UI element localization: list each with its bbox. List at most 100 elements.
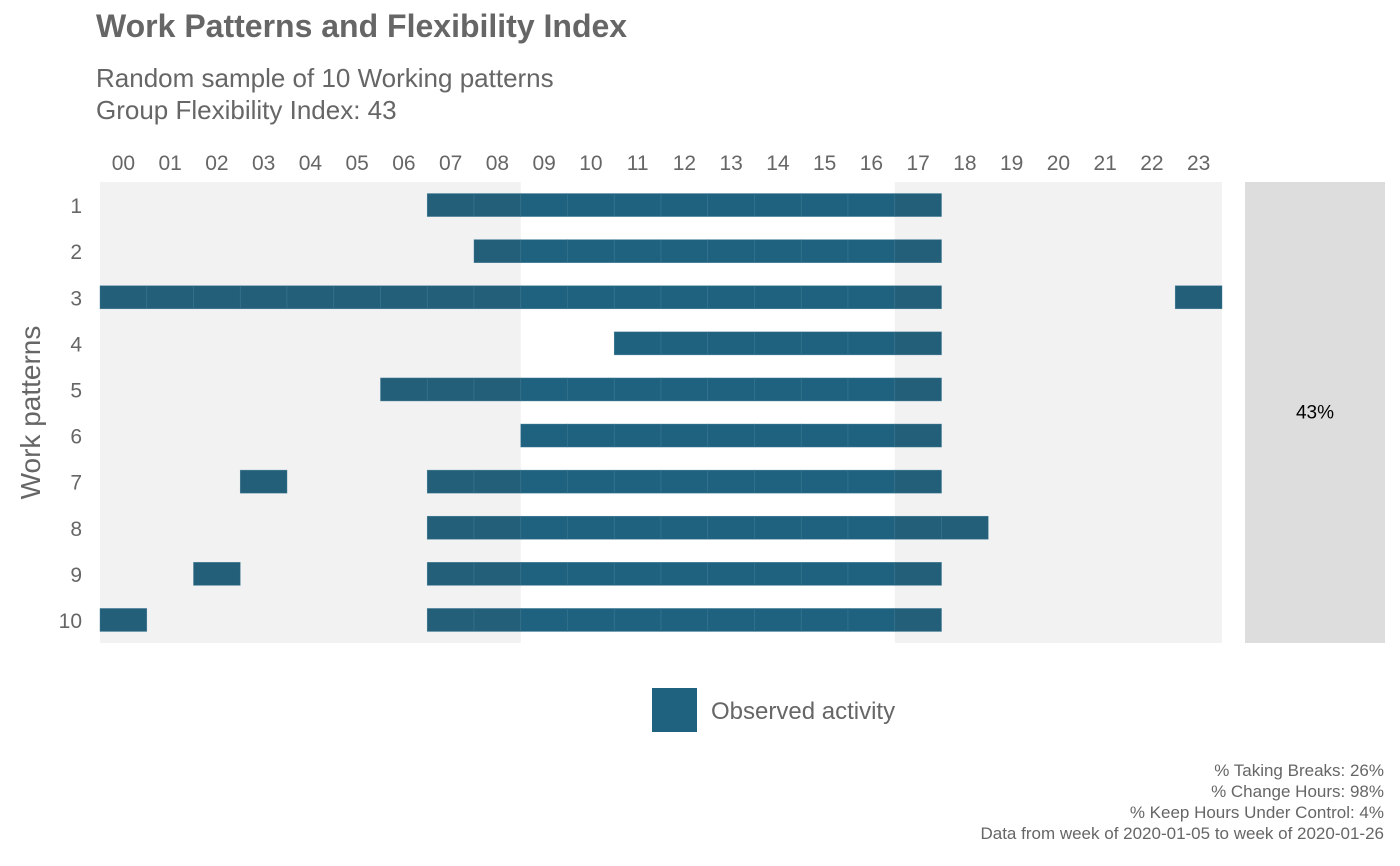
- offhours-bg-late: [894, 182, 1222, 643]
- x-tick-label-12: 12: [673, 152, 696, 175]
- activity-cell-p1-h8: [473, 193, 522, 217]
- activity-cell-p7-h17: [894, 469, 942, 494]
- activity-cell-p7-h12: [660, 469, 709, 494]
- activity-cell-p3-h1: [146, 285, 194, 310]
- activity-cell-p6-h17: [894, 423, 942, 448]
- activity-cell-p1-h10: [567, 193, 615, 217]
- activity-cell-p3-h2: [193, 285, 241, 310]
- y-tick-label-10: 10: [59, 610, 82, 633]
- x-tick-label-15: 15: [813, 152, 836, 175]
- activity-cell-p10-h16: [847, 608, 896, 632]
- x-tick-label-18: 18: [953, 152, 976, 175]
- x-tick-label-10: 10: [579, 152, 602, 175]
- activity-cell-p7-h11: [613, 469, 662, 494]
- activity-cell-p6-h10: [567, 423, 615, 448]
- activity-cell-p9-h17: [894, 562, 942, 586]
- activity-cell-p7-h7: [426, 469, 475, 494]
- caption-change-hours: % Change Hours: 98%: [1211, 782, 1384, 801]
- activity-cell-p1-h13: [707, 193, 755, 217]
- activity-cell-p8-h13: [707, 515, 755, 540]
- x-tick-label-11: 11: [627, 152, 649, 175]
- activity-cell-p2-h11: [613, 239, 662, 263]
- flexibility-index-label: 43%: [1296, 403, 1334, 424]
- x-tick-label-22: 22: [1140, 152, 1163, 175]
- activity-cell-p1-h17: [894, 193, 942, 217]
- activity-cell-p3-h9: [520, 285, 568, 310]
- activity-cell-p3-h16: [847, 285, 896, 310]
- subtitle-line-sample: Random sample of 10 Working patterns: [96, 63, 554, 93]
- activity-cell-p4-h15: [800, 331, 849, 356]
- activity-cell-p6-h13: [707, 423, 755, 448]
- activity-cell-p4-h11: [613, 331, 662, 356]
- activity-cell-p10-h8: [473, 608, 522, 632]
- flexibility-index-panel: [1245, 182, 1385, 643]
- activity-cell-p9-h13: [707, 562, 755, 586]
- activity-cell-p5-h12: [660, 377, 709, 402]
- activity-cell-p5-h8: [473, 377, 522, 402]
- activity-cell-p9-h2: [193, 562, 241, 586]
- y-axis-label: Work patterns: [15, 326, 46, 500]
- activity-cell-p9-h12: [660, 562, 709, 586]
- activity-cell-p7-h16: [847, 469, 896, 494]
- x-tick-label-08: 08: [486, 152, 509, 175]
- activity-cell-p3-h6: [380, 285, 428, 310]
- activity-cell-p7-h14: [754, 469, 802, 494]
- activity-cell-p9-h11: [613, 562, 662, 586]
- activity-cell-p8-h12: [660, 515, 709, 540]
- activity-cell-p2-h13: [707, 239, 755, 263]
- activity-cell-p8-h15: [800, 515, 849, 540]
- y-tick-label-9: 9: [70, 564, 82, 587]
- activity-cell-p4-h14: [754, 331, 802, 356]
- activity-cell-p7-h13: [707, 469, 755, 494]
- y-tick-label-8: 8: [70, 518, 82, 541]
- activity-cell-p10-h11: [613, 608, 662, 632]
- activity-cell-p8-h14: [754, 515, 802, 540]
- x-tick-label-21: 21: [1093, 152, 1116, 175]
- activity-cell-p7-h9: [520, 469, 568, 494]
- activity-cell-p5-h9: [520, 377, 568, 402]
- activity-cell-p5-h17: [894, 377, 942, 402]
- activity-cell-p3-h8: [473, 285, 522, 310]
- activity-cell-p1-h15: [800, 193, 849, 217]
- caption-keep-hours: % Keep Hours Under Control: 4%: [1129, 803, 1384, 822]
- activity-cell-p10-h7: [426, 608, 475, 632]
- activity-cell-p6-h15: [800, 423, 849, 448]
- activity-cell-p5-h10: [567, 377, 615, 402]
- x-tick-label-06: 06: [392, 152, 415, 175]
- activity-cell-p2-h9: [520, 239, 568, 263]
- activity-cell-p3-h7: [426, 285, 475, 310]
- activity-cell-p9-h10: [567, 562, 615, 586]
- activity-cell-p6-h9: [520, 423, 568, 448]
- activity-cell-p9-h8: [473, 562, 522, 586]
- activity-cell-p8-h18: [941, 515, 989, 540]
- activity-cell-p10-h9: [520, 608, 568, 632]
- activity-cell-p10-h12: [660, 608, 709, 632]
- activity-cell-p10-h14: [754, 608, 802, 632]
- activity-cell-p8-h16: [847, 515, 896, 540]
- x-tick-label-23: 23: [1187, 152, 1210, 175]
- activity-cell-p3-h13: [707, 285, 755, 310]
- activity-cell-p2-h10: [567, 239, 615, 263]
- activity-cell-p1-h16: [847, 193, 896, 217]
- y-tick-label-1: 1: [70, 195, 82, 218]
- activity-cell-p6-h11: [613, 423, 662, 448]
- y-tick-label-2: 2: [70, 241, 82, 264]
- x-tick-label-02: 02: [205, 152, 228, 175]
- activity-cell-p6-h16: [847, 423, 896, 448]
- activity-cell-p2-h8: [473, 239, 522, 263]
- activity-cell-p10-h13: [707, 608, 755, 632]
- activity-cell-p10-h10: [567, 608, 615, 632]
- activity-cell-p5-h13: [707, 377, 755, 402]
- x-tick-label-05: 05: [345, 152, 368, 175]
- activity-cell-p1-h14: [754, 193, 802, 217]
- x-tick-label-04: 04: [299, 152, 323, 175]
- activity-cell-p10-h15: [800, 608, 849, 632]
- activity-cell-p5-h16: [847, 377, 896, 402]
- y-tick-label-4: 4: [70, 333, 82, 356]
- x-tick-label-13: 13: [719, 152, 742, 175]
- activity-cell-p4-h13: [707, 331, 755, 356]
- activity-cell-p9-h15: [800, 562, 849, 586]
- chart-caption: % Taking Breaks: 26% % Change Hours: 98%…: [980, 760, 1384, 844]
- activity-cell-p6-h12: [660, 423, 709, 448]
